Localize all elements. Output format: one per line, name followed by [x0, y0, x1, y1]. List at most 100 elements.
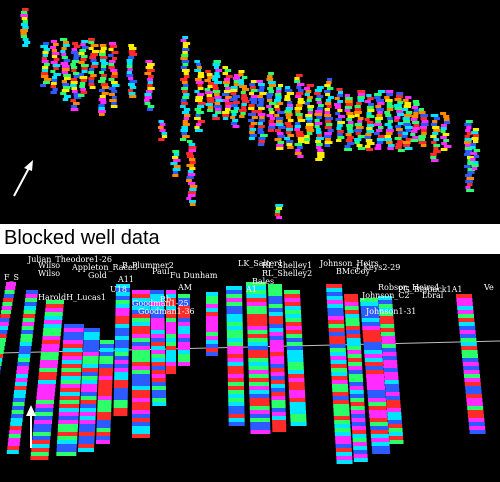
well-sample: [257, 95, 263, 98]
facies-band: [456, 294, 472, 298]
facies-band: [380, 324, 395, 328]
facies-band: [7, 442, 20, 446]
well-sample: [470, 146, 476, 149]
well-sample: [233, 107, 240, 110]
facies-band: [351, 422, 366, 426]
facies-band: [344, 294, 358, 298]
facies-band: [206, 300, 218, 304]
well-sample: [277, 84, 284, 87]
facies-band: [330, 360, 347, 364]
facies-band: [206, 312, 218, 316]
facies-band: [58, 424, 78, 428]
well-sample: [212, 78, 219, 81]
facies-band: [178, 302, 190, 306]
well-sample: [197, 84, 203, 87]
facies-band: [386, 400, 401, 404]
facies-band: [166, 354, 176, 358]
well-sample: [387, 144, 395, 147]
well-sample: [294, 107, 303, 110]
well-sample: [79, 76, 88, 79]
facies-band: [287, 358, 304, 362]
well-sample: [259, 86, 265, 89]
well-sample: [377, 135, 386, 138]
well-sample: [418, 141, 427, 144]
well-sample: [205, 91, 213, 94]
well-sample: [249, 92, 255, 95]
well-sample: [98, 110, 106, 113]
well-sample: [232, 95, 241, 98]
facies-band: [132, 434, 150, 438]
facies-band: [32, 440, 50, 444]
facies-band: [381, 340, 396, 344]
well-sample: [421, 120, 429, 123]
well-sample: [470, 152, 478, 155]
facies-band: [178, 322, 190, 326]
well-sample: [412, 136, 420, 139]
facies-band: [57, 432, 78, 436]
well-sample: [324, 126, 332, 129]
well-sample: [442, 133, 450, 136]
facies-band: [99, 364, 114, 368]
well-sample: [404, 114, 412, 117]
well-sample: [347, 121, 354, 124]
facies-band: [82, 368, 98, 372]
facies-band: [226, 326, 243, 330]
facies-band: [132, 422, 150, 426]
well-sample: [128, 50, 136, 53]
facies-band: [62, 348, 83, 352]
facies-band: [269, 320, 284, 324]
facies-band: [364, 358, 383, 362]
blocked-well-columns: Julian_Theodore1-26Appleton_Race3B_Plumm…: [0, 255, 500, 464]
facies-band: [58, 412, 79, 416]
well-sample: [413, 112, 419, 115]
facies-band: [228, 414, 245, 418]
facies-band: [166, 326, 176, 330]
well-sample: [287, 119, 294, 122]
facies-band: [166, 346, 176, 350]
well-sample: [296, 86, 302, 89]
facies-band: [369, 418, 388, 422]
well-sample: [186, 197, 192, 200]
facies-band: [248, 350, 269, 354]
well-sample: [207, 100, 215, 103]
well-sample: [110, 105, 118, 108]
facies-band: [271, 388, 286, 392]
facies-band: [460, 338, 477, 342]
well-sample: [241, 97, 249, 100]
facies-band: [132, 318, 150, 322]
facies-band: [97, 396, 112, 400]
well-sample: [412, 121, 420, 124]
facies-band: [350, 394, 364, 398]
well-sample: [91, 50, 100, 53]
well-sample: [266, 93, 274, 96]
well-sample: [172, 150, 180, 153]
facies-band: [98, 388, 113, 392]
facies-band: [132, 366, 150, 370]
well-sample: [418, 111, 426, 114]
well-sample: [304, 93, 310, 96]
facies-band: [15, 378, 28, 382]
well-sample: [413, 109, 422, 112]
facies-band: [381, 336, 396, 340]
facies-band: [59, 396, 80, 400]
well-sample: [274, 213, 281, 216]
facies-band: [344, 302, 359, 306]
facies-band: [228, 418, 245, 422]
facies-band: [269, 328, 284, 332]
facies-band: [178, 354, 190, 358]
well-label: Wilso: [38, 261, 60, 270]
well-sample: [43, 48, 50, 51]
facies-band: [81, 376, 98, 380]
facies-band: [285, 326, 302, 330]
well-sample: [295, 149, 301, 152]
facies-band: [150, 326, 165, 330]
well-sample: [98, 89, 105, 92]
facies-band: [226, 318, 243, 322]
facies-band: [78, 436, 95, 440]
facies-band: [0, 326, 9, 330]
well-sample: [40, 84, 47, 87]
facies-band: [353, 446, 368, 450]
well-label: AM: [177, 283, 192, 292]
facies-band: [36, 400, 54, 404]
facies-band: [132, 394, 150, 398]
